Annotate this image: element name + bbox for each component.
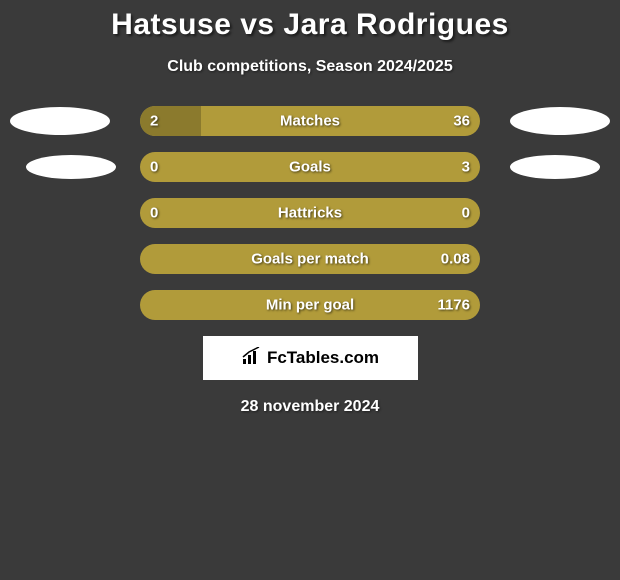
player-left-ellipse <box>26 155 116 179</box>
player-right-ellipse <box>510 107 610 135</box>
stat-bar: Goals per match 0.08 <box>140 244 480 274</box>
stat-bar: 0 Hattricks 0 <box>140 198 480 228</box>
stat-row: Min per goal 1176 <box>0 290 620 320</box>
stat-value-right: 0.08 <box>441 251 470 268</box>
chart-icon <box>241 347 263 370</box>
stat-value-right: 0 <box>462 205 470 222</box>
player-left-ellipse <box>10 107 110 135</box>
stat-row: 0 Hattricks 0 <box>0 198 620 228</box>
stat-label: Matches <box>280 113 340 130</box>
stat-value-right: 1176 <box>437 297 470 314</box>
stat-row: 0 Goals 3 <box>0 152 620 182</box>
stat-label: Goals <box>289 159 331 176</box>
footer-date: 28 november 2024 <box>0 398 620 416</box>
stat-value-right: 36 <box>453 113 470 130</box>
page-title: Hatsuse vs Jara Rodrigues <box>0 8 620 42</box>
stat-value-right: 3 <box>462 159 470 176</box>
branding-logo: FcTables.com <box>203 336 418 380</box>
stat-label: Hattricks <box>278 205 342 222</box>
stat-label: Goals per match <box>251 251 369 268</box>
stat-label: Min per goal <box>266 297 354 314</box>
stat-value-left: 0 <box>150 159 158 176</box>
stat-bar: 0 Goals 3 <box>140 152 480 182</box>
player-right-ellipse <box>510 155 600 179</box>
logo-text: FcTables.com <box>267 348 379 368</box>
stat-row: 2 Matches 36 <box>0 106 620 136</box>
stat-value-left: 2 <box>150 113 158 130</box>
stats-section: 2 Matches 36 0 Goals 3 0 Hattricks 0 <box>0 106 620 320</box>
stat-bar: 2 Matches 36 <box>140 106 480 136</box>
page-subtitle: Club competitions, Season 2024/2025 <box>0 58 620 76</box>
stat-bar: Min per goal 1176 <box>140 290 480 320</box>
stat-value-left: 0 <box>150 205 158 222</box>
stat-row: Goals per match 0.08 <box>0 244 620 274</box>
